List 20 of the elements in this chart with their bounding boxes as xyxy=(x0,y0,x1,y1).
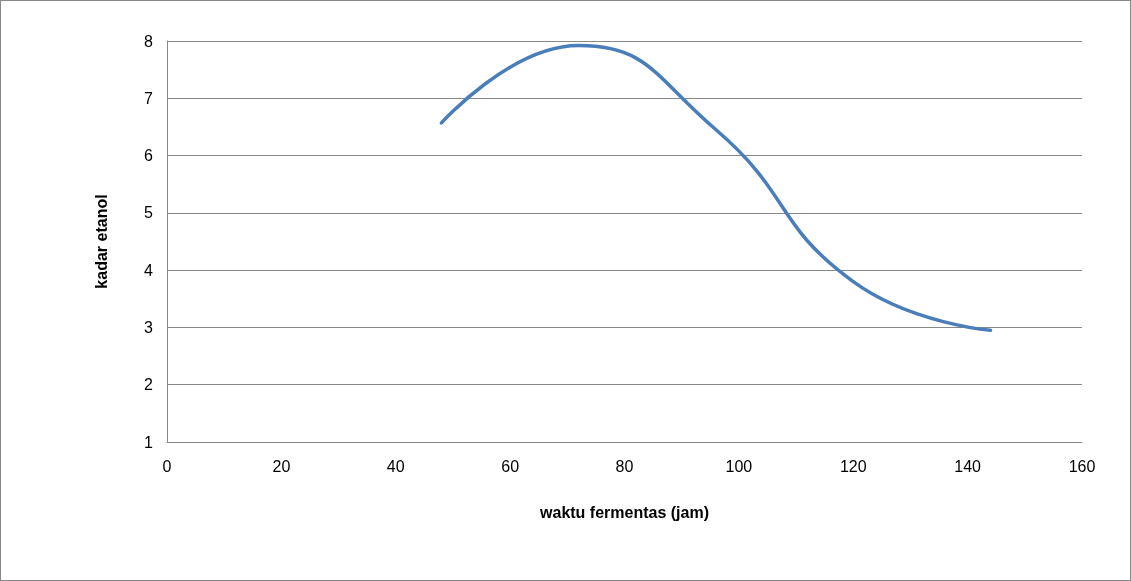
y-axis-title: kadar etanol xyxy=(92,194,110,289)
x-tick-label: 80 xyxy=(615,457,634,475)
y-tick-label: 6 xyxy=(144,147,154,165)
x-tick-label: 140 xyxy=(954,457,982,475)
y-tick-label: 2 xyxy=(144,376,154,394)
x-tick-label: 100 xyxy=(725,457,753,475)
y-tick-label: 8 xyxy=(144,32,154,50)
y-tick-label: 3 xyxy=(144,318,154,336)
x-tick-label: 60 xyxy=(501,457,520,475)
x-axis-title: waktu fermentas (jam) xyxy=(539,503,709,521)
x-tick-label: 40 xyxy=(386,457,405,475)
y-tick-label: 4 xyxy=(144,261,154,279)
x-tick-label: 0 xyxy=(162,457,172,475)
y-tick-label: 5 xyxy=(144,204,154,222)
line-series xyxy=(439,43,993,333)
x-tick-label: 160 xyxy=(1068,457,1096,475)
y-tick-label: 1 xyxy=(144,433,154,451)
y-tick-label: 7 xyxy=(144,89,154,107)
x-tick-label: 120 xyxy=(839,457,867,475)
x-tick-label: 20 xyxy=(272,457,291,475)
